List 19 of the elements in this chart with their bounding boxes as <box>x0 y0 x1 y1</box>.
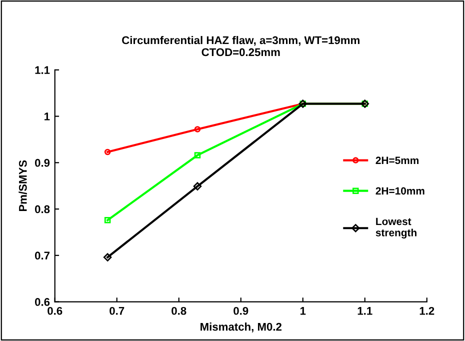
y-tick-label: 1.1 <box>35 66 50 74</box>
y-tick-label: 0.7 <box>35 252 50 260</box>
legend-label: 2H=10mm <box>376 187 424 195</box>
chart-title: Circumferential HAZ flaw, a=3mm, WT=19mm CTOD=0.25mm <box>122 36 360 56</box>
x-tick-label: 1 <box>300 307 306 315</box>
legend-label: 2H=5mm <box>376 156 418 164</box>
x-axis-title: Mismatch, M0.2 <box>200 322 282 332</box>
x-tick-label: 0.6 <box>48 306 62 315</box>
x-tick-label: 0.8 <box>172 306 186 315</box>
x-tick-label: 1.2 <box>420 306 434 315</box>
y-tick-label: 0.8 <box>35 205 50 214</box>
y-axis-title: Pm/SMYS <box>18 160 27 212</box>
x-tick-label: 1.1 <box>358 307 372 315</box>
x-tick-label: 0.9 <box>234 306 248 315</box>
y-tick-label: 0.9 <box>35 158 50 167</box>
y-tick-label: 0.6 <box>35 298 50 306</box>
legend-label: Lowest strength <box>376 218 416 238</box>
y-tick-label: 1 <box>44 112 50 120</box>
x-tick-label: 0.7 <box>110 306 124 315</box>
